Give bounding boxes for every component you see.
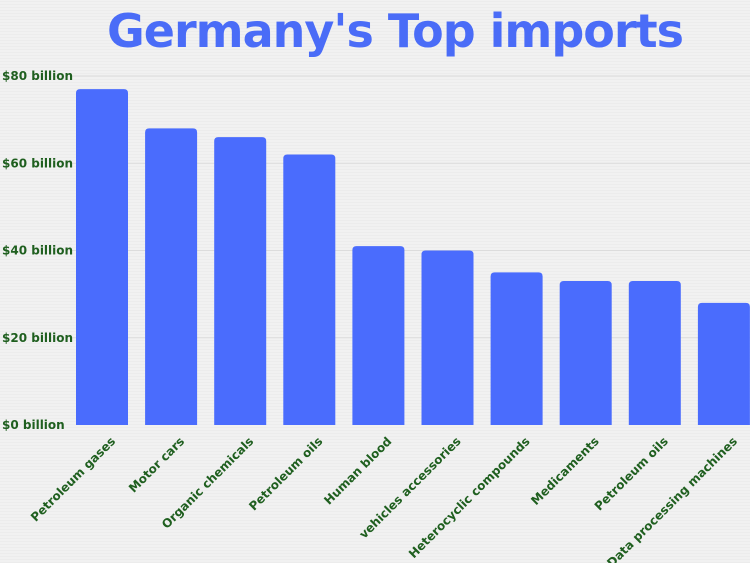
bar-10 [697, 302, 750, 425]
x-tick-label: Petroleum oils [246, 434, 325, 513]
chart-title: Germany's Top imports [107, 4, 684, 58]
y-tick-label: $80 billion [2, 69, 73, 83]
y-tick-label: $60 billion [2, 156, 73, 170]
bar-6 [421, 250, 474, 425]
bar-2 [145, 128, 198, 425]
x-tick-label: Petroleum oils [592, 434, 671, 513]
y-tick-label: $0 billion [2, 418, 65, 432]
bar-8 [559, 281, 612, 425]
bar-5 [352, 246, 405, 425]
x-tick-label: Data processing machines [604, 434, 740, 563]
bar-4 [283, 154, 336, 425]
x-tick-label: Heterocyclic compounds [406, 434, 533, 561]
y-tick-label: $40 billion [2, 244, 73, 258]
bar-3 [214, 137, 267, 425]
x-tick-label: Petroleum gases [28, 434, 118, 524]
x-tick-label: Medicaments [528, 434, 602, 508]
bars [76, 89, 750, 426]
x-tick-label: Motor cars [126, 434, 187, 495]
bar-7 [490, 272, 543, 425]
y-tick-label: $20 billion [2, 331, 73, 345]
y-axis: $0 billion $20 billion $40 billion $60 bill… [2, 69, 73, 432]
x-tick-label: Human blood [321, 434, 394, 507]
bar-1 [76, 89, 128, 426]
bar-9 [628, 281, 681, 425]
